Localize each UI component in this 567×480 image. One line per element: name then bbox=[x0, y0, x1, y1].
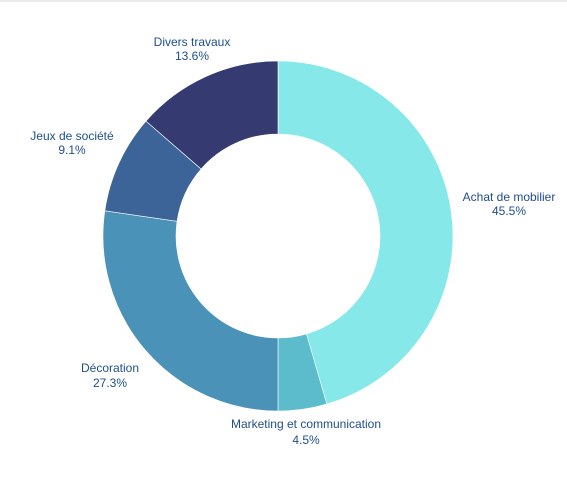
slice-divers-travaux[interactable] bbox=[145, 60, 279, 170]
slice-value-divers-travaux: 13.6% bbox=[175, 49, 209, 63]
slice-label-marketing-et-communication: Marketing et communication bbox=[231, 417, 381, 431]
slice-value-jeux-de-societe: 9.1% bbox=[58, 143, 86, 157]
labels-group: Achat de mobilier 45.5% Marketing et com… bbox=[30, 35, 555, 447]
slices-group bbox=[102, 60, 454, 412]
slice-value-marketing-et-communication: 4.5% bbox=[292, 433, 320, 447]
slice-value-decoration: 27.3% bbox=[93, 376, 127, 390]
slice-label-decoration: Décoration bbox=[81, 361, 139, 375]
slice-label-divers-travaux: Divers travaux bbox=[154, 35, 231, 49]
slice-value-achat-de-mobilier: 45.5% bbox=[492, 204, 526, 218]
top-border bbox=[0, 0, 567, 2]
slice-decoration[interactable] bbox=[102, 210, 279, 412]
slice-achat-de-mobilier[interactable] bbox=[277, 60, 454, 405]
slice-label-jeux-de-societe: Jeux de société bbox=[30, 129, 114, 143]
slice-label-achat-de-mobilier: Achat de mobilier bbox=[463, 190, 556, 204]
